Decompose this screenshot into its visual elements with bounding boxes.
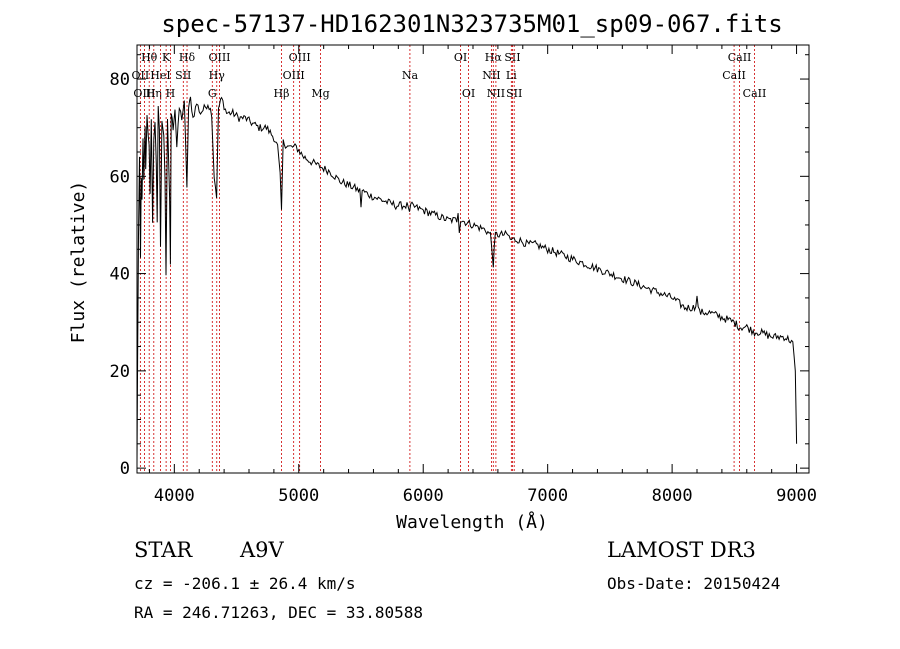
line-marker-label: G bbox=[208, 87, 217, 100]
spectrum-line bbox=[136, 96, 798, 464]
line-marker-label: OIII bbox=[289, 51, 311, 64]
coordinates: RA = 246.71263, DEC = 33.80588 bbox=[134, 603, 423, 622]
line-marker-label: OIII bbox=[133, 87, 155, 100]
x-axis-ticks: 4000 5000 6000 7000 8000 9000 bbox=[148, 45, 817, 506]
y-tick-label: 40 bbox=[110, 265, 130, 285]
line-marker-label: CaII bbox=[728, 51, 752, 64]
x-tick-label: 9000 bbox=[776, 486, 817, 506]
survey-name: LAMOST DR3 bbox=[607, 538, 756, 562]
object-subclass: A9V bbox=[240, 538, 284, 562]
x-axis-label: Wavelength (Å) bbox=[396, 511, 548, 533]
line-marker-label: H bbox=[166, 87, 176, 100]
line-marker-label: CaII bbox=[722, 69, 746, 82]
line-marker-label: Hβ bbox=[274, 87, 290, 100]
line-marker-label: OI bbox=[462, 87, 475, 100]
line-marker-label: Mg bbox=[311, 87, 329, 100]
object-class: STAR bbox=[134, 538, 193, 562]
line-marker-label: OIII bbox=[208, 51, 230, 64]
line-marker-label: CaII bbox=[743, 87, 767, 100]
line-marker-label: Na bbox=[402, 69, 419, 82]
line-marker-label: K bbox=[162, 51, 171, 64]
line-marker-label: HeI bbox=[150, 69, 170, 82]
line-marker-label: OIII bbox=[283, 69, 305, 82]
x-tick-label: 5000 bbox=[278, 486, 319, 506]
line-marker-label: SII bbox=[506, 87, 522, 100]
line-marker-label: OI bbox=[454, 51, 467, 64]
y-tick-label: 80 bbox=[110, 70, 130, 90]
x-tick-label: 6000 bbox=[403, 486, 444, 506]
line-marker-label: NII bbox=[487, 87, 505, 100]
line-marker-label: Hθ bbox=[141, 51, 158, 64]
y-axis-ticks: 0 20 40 60 80 bbox=[110, 54, 809, 479]
x-tick-label: 7000 bbox=[527, 486, 568, 506]
line-marker-label: OII bbox=[132, 69, 150, 82]
line-marker-label: Li bbox=[506, 69, 517, 82]
y-tick-label: 20 bbox=[110, 362, 130, 382]
y-tick-label: 60 bbox=[110, 167, 130, 187]
x-tick-label: 8000 bbox=[652, 486, 693, 506]
line-marker-label: Hη bbox=[146, 87, 162, 100]
y-tick-label: 0 bbox=[120, 459, 130, 479]
line-marker-label: SII bbox=[504, 51, 520, 64]
spectrum-series bbox=[136, 96, 798, 464]
line-marker-label: Hα bbox=[485, 51, 503, 64]
chart-title: spec-57137-HD162301N323735M01_sp09-067.f… bbox=[161, 10, 782, 38]
line-marker-label: SII bbox=[175, 69, 191, 82]
observation-date: Obs-Date: 20150424 bbox=[607, 574, 781, 593]
line-marker-label: Hγ bbox=[209, 69, 226, 82]
redshift-velocity: cz = -206.1 ± 26.4 km/s bbox=[134, 574, 356, 593]
line-marker-label: Hδ bbox=[179, 51, 196, 64]
line-marker-label: NII bbox=[482, 69, 500, 82]
plot-frame bbox=[136, 44, 810, 474]
y-axis-label: Flux (relative) bbox=[68, 181, 89, 344]
x-tick-label: 4000 bbox=[154, 486, 195, 506]
